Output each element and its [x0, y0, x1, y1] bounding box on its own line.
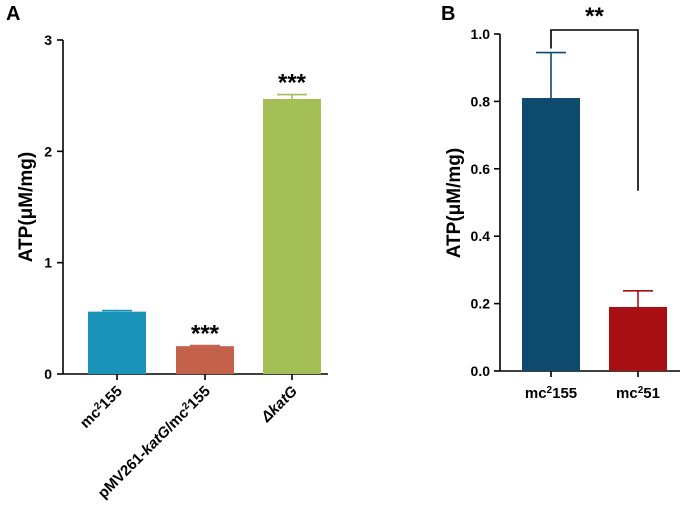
x-tick-label: mc2155 [525, 385, 577, 403]
bar [88, 311, 146, 374]
y-axis-label: ATP(μM/mg) [16, 152, 37, 262]
y-tick-label: 0.0 [471, 363, 491, 379]
significance-marker: *** [191, 321, 220, 348]
y-tick-label: 1.0 [471, 26, 491, 42]
y-tick-label: 2 [44, 143, 52, 159]
y-tick-label: 0 [44, 366, 52, 382]
x-tick-label: mc251 [616, 385, 660, 403]
y-tick-label: 1 [44, 255, 52, 271]
y-tick-label: 3 [44, 32, 52, 48]
significance-marker: *** [278, 70, 307, 97]
y-tick-label: 0.8 [471, 93, 491, 109]
comparison-bracket [550, 29, 639, 191]
y-axis-label: ATP(μM/mg) [444, 148, 465, 258]
bar [522, 98, 580, 371]
y-tick-label: 0.2 [471, 296, 491, 312]
x-tick-label: ΔkatG [257, 383, 301, 427]
panel-b: B ATP(μM/mg) 0.0 0.2 0.4 0.6 0.8 1.0 mc2155 mc251… [441, 3, 680, 402]
bar [609, 306, 667, 371]
y-tick-label: 0.4 [471, 228, 491, 244]
significance-marker: ** [585, 3, 604, 30]
y-tick-label: 0.6 [471, 161, 491, 177]
panel-label: A [6, 3, 20, 25]
bar [263, 99, 321, 375]
bar [176, 346, 234, 374]
panel-a: AATP(μM/mg)0123mc2155pMV261-katG/mc2155*… [6, 3, 328, 502]
panel-label: B [441, 3, 455, 25]
x-tick-label: mc2155 [76, 382, 125, 431]
